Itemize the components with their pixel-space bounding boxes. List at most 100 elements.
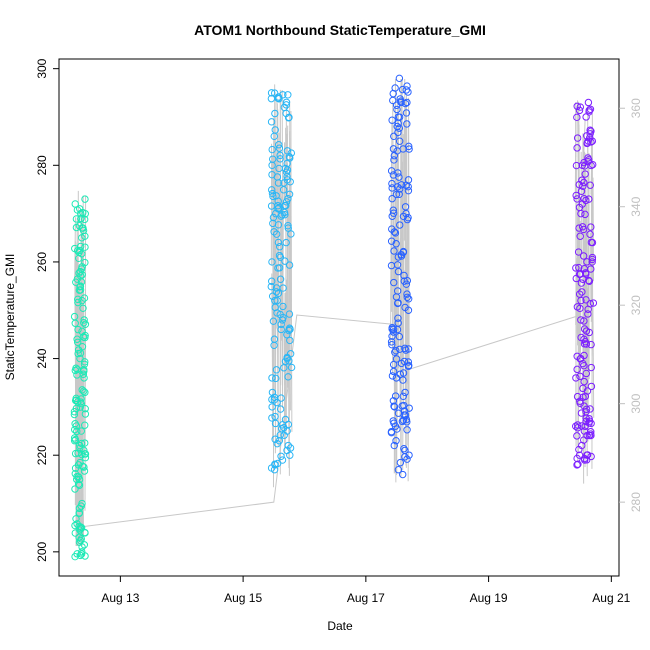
data-point: [80, 463, 88, 471]
data-point: [575, 290, 584, 298]
data-point: [267, 89, 276, 97]
data-point: [578, 223, 587, 231]
data-point: [72, 364, 80, 372]
data-point: [388, 325, 396, 333]
data-point: [269, 219, 277, 228]
data-point: [267, 118, 276, 126]
y-axis-left: 200 220 240 260 280 300: [35, 58, 59, 562]
data-point: [391, 392, 400, 400]
data-point: [70, 437, 79, 445]
data-point: [285, 310, 294, 318]
data-point: [80, 294, 89, 302]
data-point: [286, 350, 295, 358]
data-point: [282, 238, 290, 247]
data-point: [574, 424, 582, 432]
data-point: [576, 372, 584, 380]
data-point: [577, 333, 585, 342]
data-point: [285, 357, 293, 365]
data-point: [399, 392, 407, 401]
data-point: [282, 109, 290, 118]
data-point: [280, 364, 288, 372]
data-point: [403, 290, 411, 298]
data-point: [80, 446, 88, 455]
data-point: [405, 142, 413, 151]
y2-tick-label: 280: [629, 492, 643, 512]
data-point: [77, 502, 85, 510]
plot-area-frame: [58, 58, 620, 577]
data-point: [80, 319, 88, 327]
data-point: [581, 422, 589, 431]
y-axis-right: 280 300 320 340 360: [619, 98, 643, 512]
data-point: [396, 458, 405, 467]
data-point: [573, 352, 581, 360]
data-point: [396, 221, 404, 229]
data-point: [405, 451, 413, 459]
data-point: [76, 286, 85, 294]
data-point: [284, 194, 292, 203]
data-point: [585, 277, 594, 285]
data-point: [77, 278, 86, 286]
data-point: [583, 139, 592, 147]
data-point: [281, 415, 290, 424]
data-point: [588, 258, 596, 266]
data-point: [396, 95, 404, 103]
data-point: [287, 230, 295, 238]
data-point: [274, 238, 283, 247]
data-point: [285, 261, 294, 269]
data-point: [74, 480, 83, 488]
data-point: [282, 101, 290, 109]
data-point: [389, 89, 397, 98]
data-point: [581, 392, 590, 401]
data-point: [586, 126, 594, 134]
data-point: [573, 365, 581, 374]
data-point: [579, 275, 587, 283]
data-point: [395, 332, 404, 341]
data-point: [73, 335, 81, 343]
data-point: [388, 116, 396, 124]
data-point: [71, 435, 80, 444]
data-point: [73, 427, 81, 436]
data-point: [400, 411, 408, 419]
data-point: [76, 536, 85, 545]
data-point: [70, 425, 79, 434]
data-point: [586, 105, 595, 113]
data-point: [286, 325, 294, 334]
data-point: [403, 426, 411, 434]
data-point: [584, 310, 592, 318]
data-point: [576, 103, 585, 111]
data-point: [573, 102, 581, 110]
data-point: [393, 261, 402, 269]
data-point: [395, 190, 403, 198]
data-point: [398, 85, 407, 94]
data-point: [287, 363, 296, 372]
data-point: [267, 94, 276, 103]
data-point: [400, 444, 408, 453]
x-tick-label: Aug 17: [347, 591, 385, 605]
data-point: [268, 292, 277, 300]
data-point: [71, 470, 79, 478]
data-point: [70, 410, 79, 419]
data-point: [580, 317, 588, 325]
data-point: [405, 404, 413, 412]
data-point: [389, 145, 398, 153]
data-point: [581, 210, 589, 219]
data-point: [71, 319, 79, 327]
data-point: [282, 98, 291, 106]
data-point: [71, 464, 80, 472]
data-point: [279, 186, 288, 194]
data-point: [390, 132, 398, 141]
data-point: [77, 242, 85, 251]
data-point: [72, 422, 81, 430]
data-point: [74, 449, 82, 457]
x-axis: Aug 13 Aug 15 Aug 17 Aug 19 Aug 21: [101, 576, 631, 605]
data-point: [400, 277, 408, 285]
data-point: [573, 144, 581, 152]
data-point: [72, 223, 81, 232]
data-point: [387, 167, 396, 175]
data-point: [81, 529, 89, 537]
data-point: [279, 313, 287, 322]
data-point: [575, 224, 583, 232]
data-point: [404, 182, 412, 191]
data-point: [268, 414, 276, 422]
